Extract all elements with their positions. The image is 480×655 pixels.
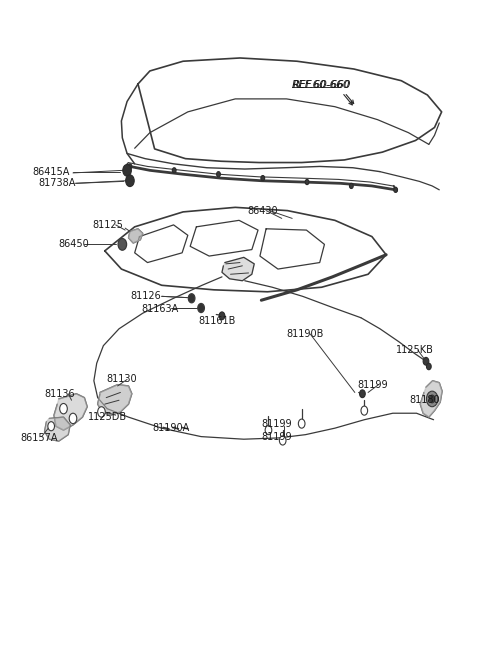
Circle shape bbox=[426, 391, 438, 407]
Text: 1125KB: 1125KB bbox=[396, 345, 433, 355]
Circle shape bbox=[360, 390, 365, 398]
Circle shape bbox=[261, 176, 264, 181]
Text: REF.60-660: REF.60-660 bbox=[292, 80, 351, 90]
Text: 81163A: 81163A bbox=[141, 305, 179, 314]
Circle shape bbox=[216, 172, 220, 177]
Circle shape bbox=[97, 407, 105, 417]
Circle shape bbox=[48, 422, 55, 431]
Text: 81161B: 81161B bbox=[198, 316, 236, 326]
Circle shape bbox=[426, 364, 431, 369]
Circle shape bbox=[118, 238, 127, 250]
Text: 86415A: 86415A bbox=[32, 166, 70, 177]
Polygon shape bbox=[54, 394, 87, 430]
Text: 1125DB: 1125DB bbox=[88, 412, 127, 422]
Text: 86157A: 86157A bbox=[21, 433, 58, 443]
Circle shape bbox=[361, 406, 368, 415]
Text: 81130: 81130 bbox=[106, 375, 137, 384]
Polygon shape bbox=[129, 229, 143, 243]
Text: 81738A: 81738A bbox=[38, 178, 76, 189]
Text: 81190A: 81190A bbox=[152, 423, 190, 433]
Text: 81190B: 81190B bbox=[287, 329, 324, 339]
Text: 81136: 81136 bbox=[45, 389, 75, 399]
Circle shape bbox=[305, 179, 309, 185]
Text: 86430: 86430 bbox=[247, 206, 278, 215]
Polygon shape bbox=[97, 384, 132, 415]
Text: REF.60-660: REF.60-660 bbox=[293, 80, 352, 90]
Circle shape bbox=[299, 419, 305, 428]
Circle shape bbox=[265, 426, 272, 435]
Text: 81199: 81199 bbox=[261, 419, 292, 428]
Circle shape bbox=[279, 436, 286, 445]
Text: 81199: 81199 bbox=[261, 432, 292, 441]
Polygon shape bbox=[222, 257, 254, 281]
Circle shape bbox=[429, 395, 435, 403]
Circle shape bbox=[198, 303, 204, 312]
Text: 86450: 86450 bbox=[59, 239, 89, 250]
Circle shape bbox=[188, 293, 195, 303]
Circle shape bbox=[69, 413, 77, 424]
Text: 81126: 81126 bbox=[130, 291, 161, 301]
Circle shape bbox=[349, 183, 353, 189]
Text: 81199: 81199 bbox=[358, 380, 388, 390]
Circle shape bbox=[126, 175, 134, 187]
Circle shape bbox=[423, 358, 429, 365]
Text: 81180: 81180 bbox=[410, 395, 441, 405]
Circle shape bbox=[219, 312, 225, 320]
Circle shape bbox=[123, 164, 132, 176]
Polygon shape bbox=[420, 381, 442, 417]
Circle shape bbox=[128, 164, 132, 169]
Circle shape bbox=[172, 168, 176, 173]
Text: 81125: 81125 bbox=[92, 220, 123, 230]
Circle shape bbox=[60, 403, 67, 414]
Polygon shape bbox=[45, 417, 70, 441]
Circle shape bbox=[394, 187, 397, 193]
